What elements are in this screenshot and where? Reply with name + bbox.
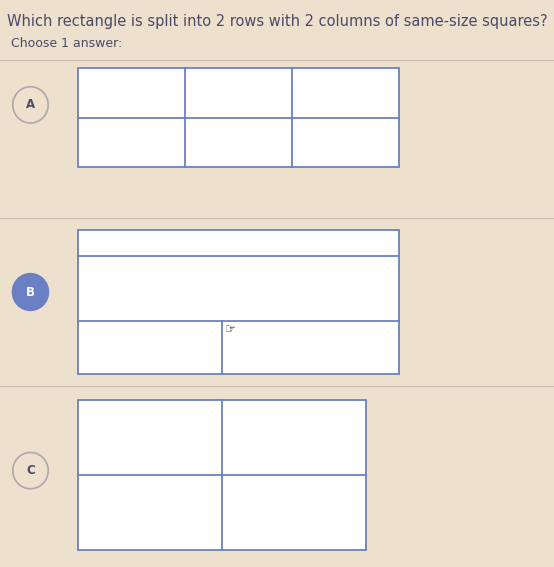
Text: Choose 1 answer:: Choose 1 answer: bbox=[11, 37, 122, 50]
Text: C: C bbox=[26, 464, 35, 477]
Circle shape bbox=[13, 274, 48, 310]
Bar bbox=[78, 400, 366, 550]
Text: A: A bbox=[26, 99, 35, 111]
Text: Which rectangle is split into 2 rows with 2 columns of same-size squares?: Which rectangle is split into 2 rows wit… bbox=[7, 14, 547, 29]
Text: B: B bbox=[26, 286, 35, 298]
Bar bbox=[78, 68, 399, 167]
Bar bbox=[78, 230, 399, 374]
Text: ☞: ☞ bbox=[225, 324, 236, 337]
